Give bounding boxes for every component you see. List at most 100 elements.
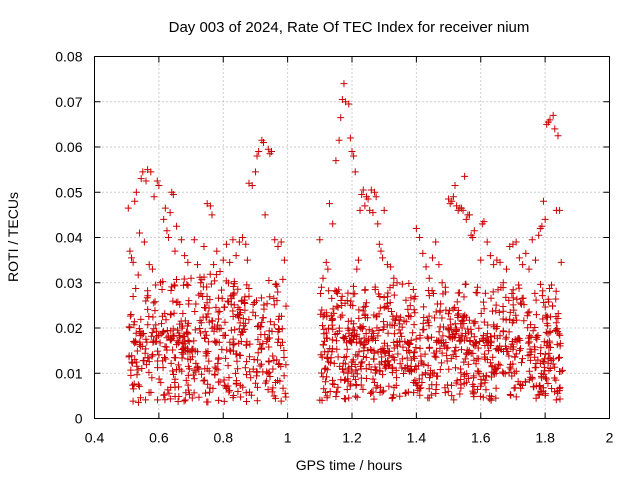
data-point: [276, 377, 284, 385]
data-point: [249, 300, 257, 308]
data-point: [243, 281, 251, 289]
data-point: [253, 372, 261, 380]
data-point: [217, 286, 225, 294]
data-point: [540, 338, 548, 346]
data-point: [282, 302, 290, 310]
data-point: [231, 326, 239, 334]
data-point: [138, 329, 146, 337]
data-point: [184, 362, 192, 370]
data-point: [324, 265, 332, 273]
data-point: [328, 317, 336, 325]
data-point: [371, 363, 379, 371]
data-point: [415, 384, 423, 392]
data-point: [483, 356, 491, 364]
data-point: [556, 331, 564, 339]
data-point: [166, 335, 174, 343]
data-point: [130, 380, 138, 388]
data-point: [281, 389, 289, 397]
data-point: [160, 391, 168, 399]
data-point: [226, 338, 234, 346]
data-point: [321, 348, 329, 356]
data-point: [204, 380, 212, 388]
data-point: [394, 350, 402, 358]
data-point: [169, 331, 177, 339]
data-point: [377, 346, 385, 354]
data-point: [494, 360, 502, 368]
data-point: [336, 362, 344, 370]
data-point: [125, 323, 133, 331]
data-point: [348, 368, 356, 376]
data-point: [190, 366, 198, 374]
data-point: [359, 385, 367, 393]
data-point: [334, 353, 342, 361]
data-point: [275, 360, 283, 368]
data-point: [253, 383, 261, 391]
data-point: [396, 329, 404, 337]
data-point: [544, 313, 552, 321]
data-point: [557, 258, 565, 266]
data-point: [197, 370, 205, 378]
data-point: [361, 314, 369, 322]
data-point: [192, 359, 200, 367]
data-point: [171, 375, 179, 383]
data-point: [190, 389, 198, 397]
data-point: [202, 304, 210, 312]
data-point: [362, 375, 370, 383]
data-point: [416, 234, 424, 241]
y-axis-label: ROTI / TECUs: [5, 192, 21, 282]
data-point: [169, 191, 177, 199]
y-tick-label: 0.06: [55, 139, 82, 155]
data-point: [150, 193, 158, 201]
data-point: [332, 157, 340, 165]
data-point: [329, 305, 337, 313]
data-point: [176, 300, 184, 308]
data-point: [343, 339, 351, 347]
data-point: [505, 368, 513, 376]
data-point: [346, 134, 354, 142]
data-point: [469, 341, 477, 349]
data-point: [206, 296, 214, 304]
data-point: [129, 385, 137, 393]
data-point: [340, 80, 348, 88]
data-point: [277, 342, 285, 350]
data-point: [554, 328, 562, 336]
x-axis-label: GPS time / hours: [296, 457, 403, 473]
data-point: [472, 360, 480, 368]
data-point: [424, 362, 432, 370]
data-point: [386, 299, 394, 307]
data-point: [532, 360, 540, 368]
x-tick-label: 0.6: [149, 430, 169, 446]
data-point: [201, 328, 209, 336]
data-point: [376, 367, 384, 375]
data-point: [165, 234, 173, 241]
data-point: [519, 261, 527, 269]
data-point: [129, 293, 137, 301]
data-point: [174, 397, 182, 405]
y-tick-label: 0.04: [55, 230, 82, 246]
data-point: [463, 378, 471, 386]
data-point: [243, 358, 251, 366]
data-point: [329, 315, 337, 323]
data-point: [259, 138, 267, 146]
data-point: [373, 367, 381, 375]
data-point: [444, 387, 452, 395]
data-point: [390, 315, 398, 323]
data-point: [221, 303, 229, 311]
data-point: [318, 322, 326, 330]
data-point: [224, 297, 232, 305]
data-point: [334, 383, 342, 391]
data-point: [275, 326, 283, 334]
data-point: [530, 343, 538, 351]
data-point: [524, 339, 532, 347]
data-point: [257, 344, 265, 352]
data-point: [407, 336, 415, 344]
data-point: [443, 357, 451, 365]
data-point: [553, 341, 561, 349]
data-point: [239, 315, 247, 323]
x-tick-label: 1: [284, 430, 292, 446]
data-point: [274, 243, 282, 251]
data-point: [520, 301, 528, 309]
data-point: [487, 294, 495, 302]
data-point: [137, 315, 145, 323]
data-point: [451, 304, 459, 312]
